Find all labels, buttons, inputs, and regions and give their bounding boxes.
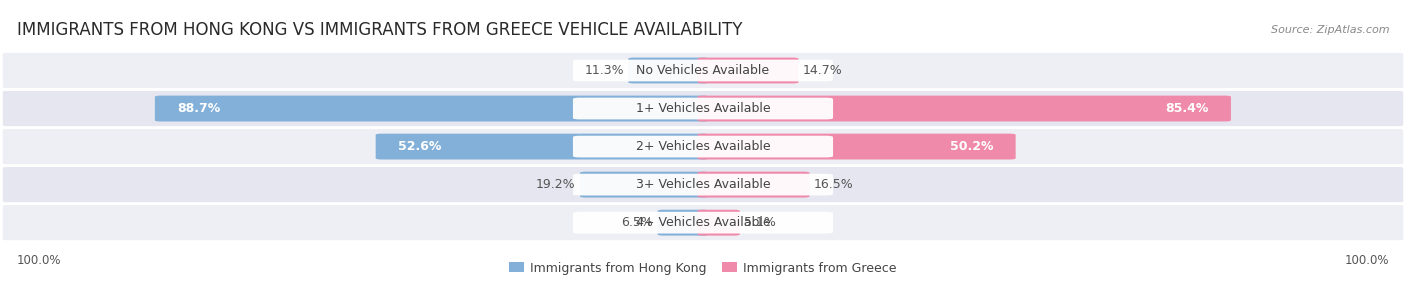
FancyBboxPatch shape [155,96,709,122]
Text: 50.2%: 50.2% [949,140,993,153]
FancyBboxPatch shape [579,172,709,198]
Legend: Immigrants from Hong Kong, Immigrants from Greece: Immigrants from Hong Kong, Immigrants fr… [505,257,901,280]
FancyBboxPatch shape [3,129,1403,164]
Text: 100.0%: 100.0% [17,254,62,267]
FancyBboxPatch shape [574,136,832,157]
FancyBboxPatch shape [3,167,1403,202]
FancyBboxPatch shape [3,53,1403,88]
FancyBboxPatch shape [697,96,1230,122]
Text: 6.5%: 6.5% [621,216,654,229]
Text: 11.3%: 11.3% [585,64,624,77]
Text: 3+ Vehicles Available: 3+ Vehicles Available [636,178,770,191]
Text: 1+ Vehicles Available: 1+ Vehicles Available [636,102,770,115]
FancyBboxPatch shape [574,98,832,119]
FancyBboxPatch shape [574,174,832,195]
Text: 85.4%: 85.4% [1166,102,1208,115]
FancyBboxPatch shape [658,210,709,236]
FancyBboxPatch shape [697,172,810,198]
Text: IMMIGRANTS FROM HONG KONG VS IMMIGRANTS FROM GREECE VEHICLE AVAILABILITY: IMMIGRANTS FROM HONG KONG VS IMMIGRANTS … [17,21,742,39]
FancyBboxPatch shape [697,210,740,236]
FancyBboxPatch shape [375,134,709,160]
FancyBboxPatch shape [574,60,832,81]
Text: 16.5%: 16.5% [814,178,853,191]
Text: No Vehicles Available: No Vehicles Available [637,64,769,77]
Text: 19.2%: 19.2% [536,178,575,191]
Text: 4+ Vehicles Available: 4+ Vehicles Available [636,216,770,229]
FancyBboxPatch shape [697,57,799,84]
Text: 2+ Vehicles Available: 2+ Vehicles Available [636,140,770,153]
Text: 52.6%: 52.6% [398,140,441,153]
Text: 14.7%: 14.7% [803,64,842,77]
FancyBboxPatch shape [3,205,1403,240]
Text: 100.0%: 100.0% [1344,254,1389,267]
Text: 5.1%: 5.1% [744,216,776,229]
Text: 88.7%: 88.7% [177,102,221,115]
FancyBboxPatch shape [628,57,709,84]
FancyBboxPatch shape [3,91,1403,126]
Text: Source: ZipAtlas.com: Source: ZipAtlas.com [1271,25,1389,35]
FancyBboxPatch shape [574,212,832,233]
FancyBboxPatch shape [697,134,1015,160]
